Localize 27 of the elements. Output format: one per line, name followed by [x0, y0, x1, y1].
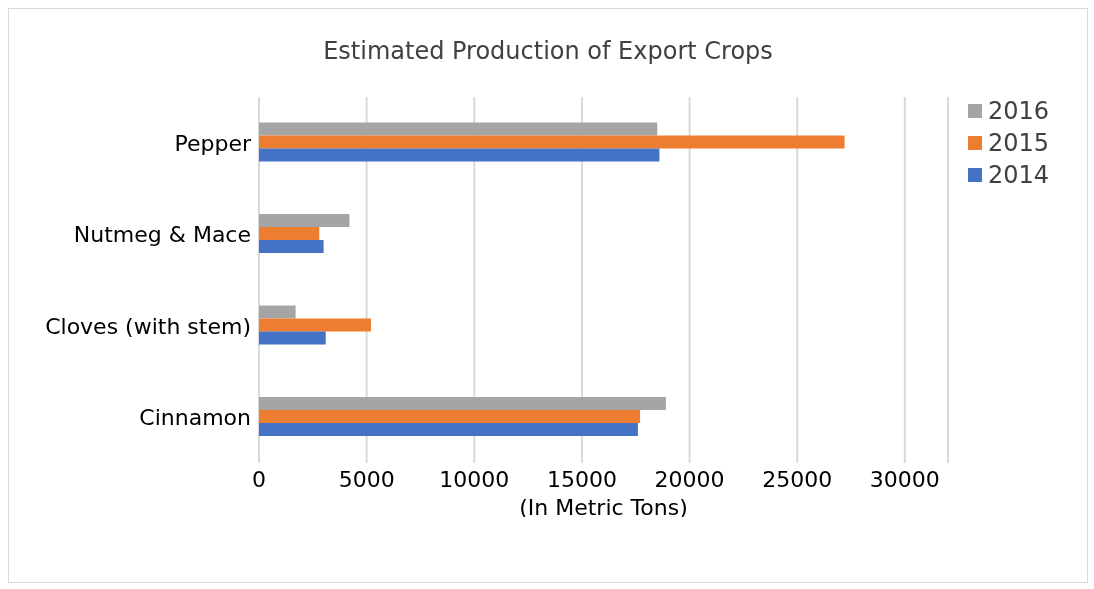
legend-label: 2015 [987, 129, 1049, 157]
bar [259, 305, 296, 319]
y-tick-label: Cinnamon [139, 405, 251, 431]
x-tick-label: 30000 [869, 466, 940, 492]
x-tick-label: 0 [252, 466, 266, 492]
x-tick-label: 25000 [762, 466, 833, 492]
x-tick-label: 15000 [546, 466, 617, 492]
y-tick-label: Cloves (with stem) [45, 313, 251, 339]
bar [259, 227, 320, 241]
x-tick-label: 5000 [338, 466, 395, 492]
bar [259, 423, 638, 437]
bar [259, 318, 371, 332]
y-tick-label: Pepper [174, 130, 252, 156]
y-tick-label: Nutmeg & Mace [73, 222, 251, 248]
chart-title: Estimated Production of Export Crops [322, 37, 774, 67]
bar [259, 240, 324, 254]
bar [259, 214, 350, 228]
bar [259, 135, 845, 149]
legend-label: 2016 [987, 97, 1049, 125]
x-tick-label: 10000 [439, 466, 510, 492]
bar [259, 331, 326, 345]
x-tick-label: 20000 [654, 466, 725, 492]
bar [259, 122, 658, 136]
legend-label: 2014 [987, 161, 1049, 189]
bar [259, 397, 666, 411]
bar [259, 410, 641, 424]
bar [259, 148, 660, 162]
